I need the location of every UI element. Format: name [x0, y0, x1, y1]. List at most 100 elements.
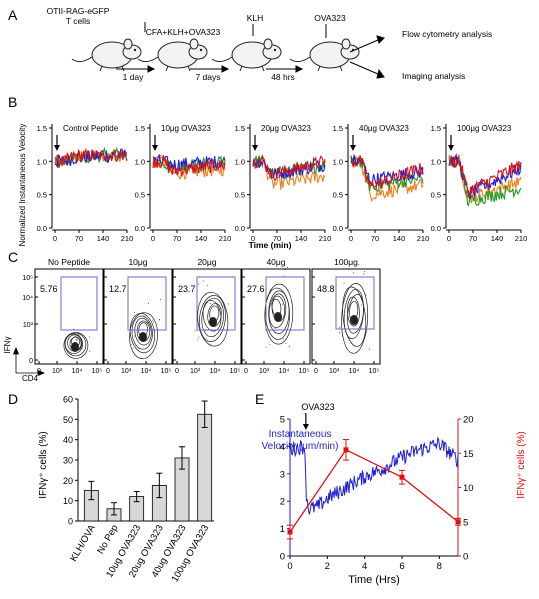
y-tick-label: 0.0: [37, 224, 47, 233]
velocity-subplot-3: 1.5 1.0 0.5 0.0 0 70 140 210 20μg OVA323: [235, 124, 331, 243]
x-tick-label: 10⁴: [72, 368, 83, 375]
event-dot: [265, 346, 267, 348]
x-tick-label: 0: [53, 234, 57, 243]
event-dot: [194, 330, 196, 332]
y-tick-label: 1.5: [135, 124, 145, 133]
y-tick-label: 1.5: [333, 124, 343, 133]
interval-7days: 7 days: [195, 72, 220, 82]
annotation-arrow-head: [302, 424, 309, 430]
event-dot: [339, 326, 341, 328]
velocity-subplot-1: 1.5 1.0 0.5 0.0 0 70 140 210 Control Peptide: [37, 124, 133, 243]
x-tick-label: 10³: [52, 368, 63, 375]
immunization-label: CFA+KLH+OVA323: [146, 27, 221, 37]
x-tick-label: 10⁴: [210, 368, 221, 375]
event-dot: [363, 273, 365, 275]
contour-ring: [202, 299, 222, 332]
x-tick-label: 0: [175, 368, 179, 375]
panel-a: A OTII-RAG-eGFP T cells CFA+KLH+OVA323 K…: [8, 6, 492, 82]
y-tick-label: 0: [68, 517, 73, 527]
flow-plot-1: No Peptide10⁵10⁴10³0010³10⁴10⁵5.76: [22, 257, 104, 375]
panel-a-letter: A: [8, 7, 18, 23]
panel-e: E Instantaneous Velocity (μm/min) IFNγ⁺ …: [255, 391, 527, 586]
flow-plot-title: 40μg: [266, 257, 285, 267]
contour-ring: [268, 290, 290, 334]
bar: [197, 413, 213, 522]
panel-c-letter: C: [8, 249, 18, 265]
x-tick-label: 70: [273, 234, 281, 243]
x-tick-label: 140: [393, 234, 406, 243]
panel-d: D IFNγ⁺ cells (%) 6050403020100KLH/OVANo…: [8, 391, 214, 584]
panel-c-ylabel: IFNγ: [3, 337, 12, 354]
x-tick-label: 0: [447, 234, 451, 243]
y-tick-label: 0.0: [431, 224, 441, 233]
right-tick-label: 0: [463, 552, 468, 563]
panel-d-letter: D: [8, 391, 18, 407]
y-tick-label: 0.0: [135, 224, 145, 233]
event-dot: [197, 339, 199, 341]
event-dot: [148, 303, 150, 305]
event-dot: [202, 280, 204, 282]
subplot-title: 10μg OVA323: [161, 124, 211, 133]
velocity-trace: [289, 436, 459, 515]
contour-ring: [347, 294, 364, 334]
contour-ring: [268, 293, 287, 329]
panel-e-xlabel: Time (Hrs): [348, 574, 400, 586]
peptide-arrow-head: [152, 145, 158, 151]
y-tick-label: 0: [29, 358, 33, 365]
panel-b-letter: B: [8, 94, 17, 110]
klh-label: KLH: [247, 13, 264, 23]
x-tick-label: 70: [371, 234, 379, 243]
x-tick-label: 0: [151, 234, 155, 243]
y-tick-label: 1.0: [135, 157, 145, 166]
x-tick-label: 70: [75, 234, 83, 243]
mouse-label-line2: T cells: [66, 16, 90, 26]
event-dot: [134, 332, 136, 334]
y-tick-label: 1.0: [235, 157, 245, 166]
y-tick-label: 1.0: [333, 157, 343, 166]
panel-b-ylabel: Normalized Instantaneous Velocity: [18, 124, 27, 247]
ifng-gate: [127, 276, 167, 331]
trace-orange: [350, 155, 424, 203]
x-tick-label: 140: [97, 234, 110, 243]
y-tick-label: 10⁵: [22, 275, 33, 282]
peptide-arrow-head: [252, 145, 258, 151]
x-tick-label: 10³: [329, 368, 340, 375]
panel-b-xlabel: Time (min): [249, 240, 292, 250]
x-tick-label: 0: [287, 561, 292, 572]
event-dot: [89, 336, 91, 338]
y-tick-label: 1.5: [431, 124, 441, 133]
event-dot: [73, 328, 75, 330]
y-tick-label: 30: [63, 456, 73, 466]
event-dot: [342, 317, 344, 319]
x-tick-label: 0: [314, 368, 318, 375]
flow-plot-title: 20μg: [197, 257, 216, 267]
event-dot: [205, 293, 207, 295]
panel-e-ylabel-right: IFNγ⁺ cells (%): [516, 431, 527, 499]
x-tick-label: 10⁵: [230, 368, 241, 375]
event-dot: [80, 347, 82, 349]
ifng-point: [455, 519, 461, 525]
right-tick-label: 15: [463, 449, 474, 460]
contour-core: [274, 312, 282, 322]
left-tick-label: 3: [280, 469, 285, 480]
right-tick-label: 5: [463, 517, 468, 528]
right-tick-label: 20: [463, 415, 474, 426]
outcome-imaging: Imaging analysis: [402, 71, 465, 81]
event-dot: [198, 283, 200, 285]
y-tick-label: 0.5: [431, 191, 441, 200]
event-dot: [138, 338, 140, 340]
contour-ring: [131, 315, 153, 350]
peptide-arrow-head: [448, 145, 454, 151]
x-tick-label: 2: [325, 561, 330, 572]
y-tick-label: 0.5: [235, 191, 245, 200]
ifng-gate: [196, 276, 236, 331]
y-tick-label: 0.0: [235, 224, 245, 233]
event-dot: [79, 345, 81, 347]
x-tick-label: 10⁵: [299, 368, 310, 375]
event-dot: [77, 337, 79, 339]
y-tick-label: 10³: [23, 322, 34, 329]
event-dot: [70, 353, 72, 355]
flow-plot-2: 10μg 0 10³ 10⁴ 10⁵ 12.7: [103, 257, 173, 375]
